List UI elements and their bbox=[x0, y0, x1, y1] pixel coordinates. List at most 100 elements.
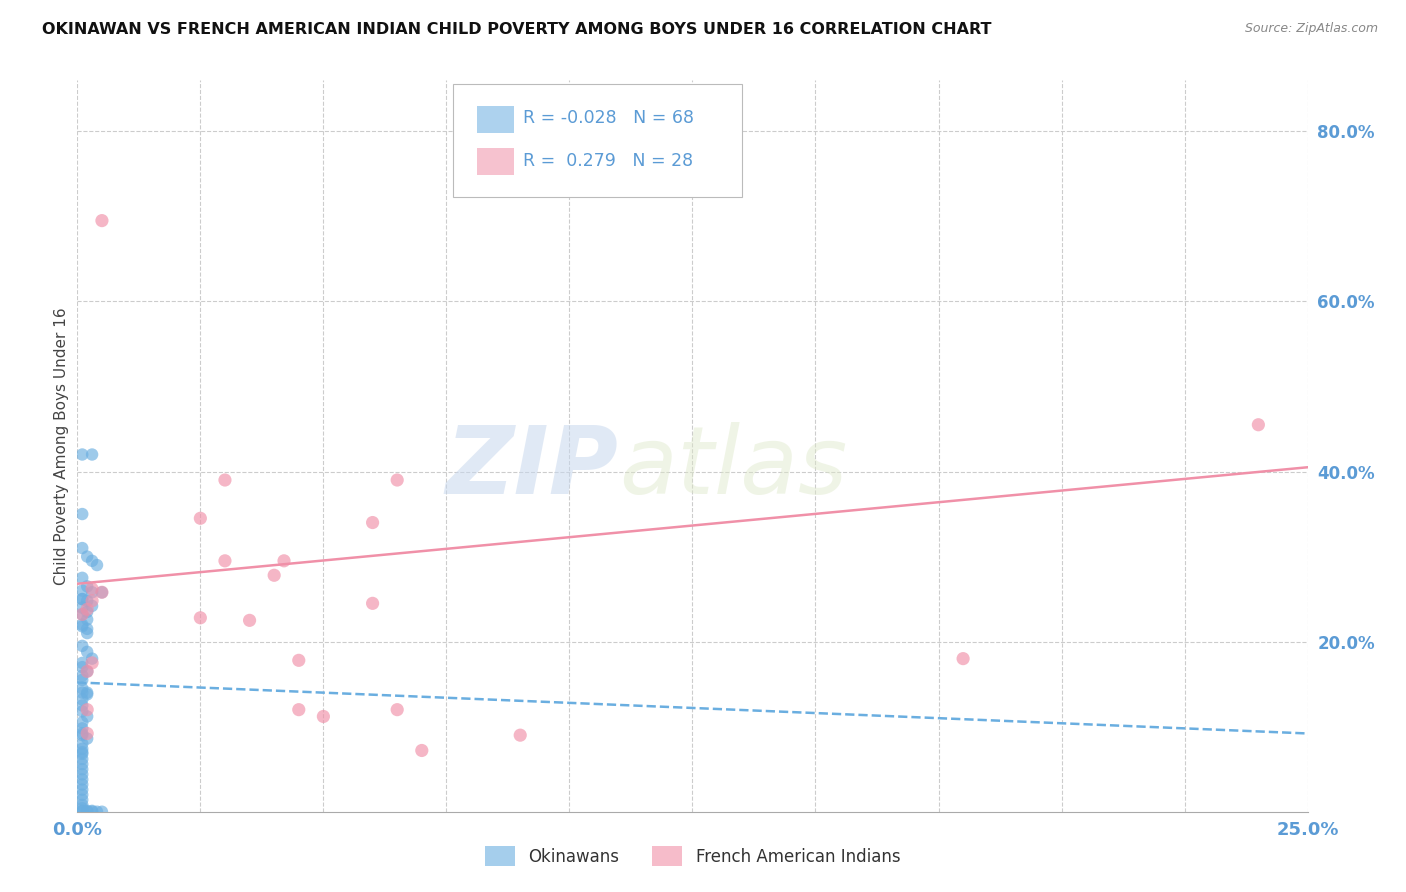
FancyBboxPatch shape bbox=[453, 84, 742, 197]
Text: ZIP: ZIP bbox=[446, 422, 619, 514]
Point bbox=[86, 805, 108, 819]
Point bbox=[239, 613, 262, 627]
Point bbox=[70, 726, 93, 740]
Point bbox=[387, 703, 409, 717]
Point bbox=[273, 554, 295, 568]
Point bbox=[76, 726, 98, 740]
Point bbox=[70, 737, 93, 751]
Point bbox=[82, 582, 104, 596]
Point bbox=[82, 554, 104, 568]
Point bbox=[76, 645, 98, 659]
Point bbox=[70, 805, 93, 819]
Point bbox=[70, 797, 93, 812]
Point bbox=[76, 594, 98, 608]
Point bbox=[76, 665, 98, 679]
Point bbox=[387, 473, 409, 487]
Point bbox=[70, 782, 93, 797]
Point bbox=[70, 639, 93, 653]
Point bbox=[76, 605, 98, 619]
Point bbox=[70, 660, 93, 674]
Point bbox=[70, 507, 93, 521]
Point bbox=[82, 804, 104, 818]
Point bbox=[76, 626, 98, 640]
Point bbox=[90, 585, 114, 599]
Point bbox=[70, 704, 93, 718]
Y-axis label: Child Poverty Among Boys Under 16: Child Poverty Among Boys Under 16 bbox=[53, 307, 69, 585]
Point bbox=[76, 579, 98, 593]
Point bbox=[82, 651, 104, 665]
Point bbox=[70, 686, 93, 700]
Point bbox=[509, 728, 531, 742]
Point bbox=[70, 722, 93, 736]
FancyBboxPatch shape bbox=[477, 106, 515, 133]
Text: R =  0.279   N = 28: R = 0.279 N = 28 bbox=[523, 153, 693, 170]
Point bbox=[70, 715, 93, 730]
Point bbox=[411, 743, 433, 757]
Point bbox=[70, 448, 93, 462]
Point bbox=[70, 571, 93, 585]
Point bbox=[70, 762, 93, 776]
Point bbox=[82, 656, 104, 670]
Point bbox=[70, 728, 93, 742]
Point bbox=[76, 613, 98, 627]
Point bbox=[76, 549, 98, 564]
Point bbox=[70, 541, 93, 555]
Point bbox=[76, 602, 98, 616]
Point bbox=[263, 568, 285, 582]
Point bbox=[70, 600, 93, 615]
Point bbox=[90, 585, 114, 599]
Point bbox=[70, 583, 93, 598]
Point bbox=[70, 673, 93, 687]
Point bbox=[312, 709, 335, 723]
FancyBboxPatch shape bbox=[477, 148, 515, 175]
Point bbox=[70, 772, 93, 787]
Point bbox=[288, 653, 311, 667]
Point bbox=[76, 686, 98, 700]
Point bbox=[70, 656, 93, 670]
Point bbox=[361, 596, 384, 610]
Point bbox=[76, 703, 98, 717]
Point bbox=[70, 767, 93, 781]
Point bbox=[90, 805, 114, 819]
Point bbox=[70, 692, 93, 706]
Point bbox=[952, 651, 974, 665]
Point bbox=[70, 698, 93, 713]
Point bbox=[70, 741, 93, 756]
Point bbox=[90, 213, 114, 227]
Point bbox=[82, 594, 104, 608]
Text: atlas: atlas bbox=[619, 423, 846, 514]
Text: Source: ZipAtlas.com: Source: ZipAtlas.com bbox=[1244, 22, 1378, 36]
Point bbox=[70, 745, 93, 759]
Point bbox=[190, 611, 212, 625]
Point bbox=[76, 805, 98, 819]
Point bbox=[76, 709, 98, 723]
Point bbox=[76, 665, 98, 679]
Point bbox=[86, 558, 108, 572]
Point bbox=[76, 622, 98, 636]
Point bbox=[76, 731, 98, 746]
Point bbox=[288, 703, 311, 717]
Point bbox=[82, 585, 104, 599]
Point bbox=[70, 619, 93, 633]
Point bbox=[70, 804, 93, 818]
Point bbox=[70, 793, 93, 807]
Point bbox=[70, 668, 93, 682]
Text: R = -0.028   N = 68: R = -0.028 N = 68 bbox=[523, 110, 693, 128]
Point bbox=[70, 617, 93, 632]
Point bbox=[70, 777, 93, 791]
Point bbox=[214, 554, 236, 568]
Point bbox=[76, 804, 98, 818]
Point bbox=[70, 788, 93, 802]
Point bbox=[70, 752, 93, 766]
Point bbox=[70, 747, 93, 761]
Point bbox=[190, 511, 212, 525]
Point bbox=[70, 681, 93, 696]
Point bbox=[82, 599, 104, 613]
Point bbox=[82, 805, 104, 819]
Point bbox=[1247, 417, 1270, 432]
Point bbox=[70, 801, 93, 815]
Point bbox=[82, 448, 104, 462]
Point bbox=[214, 473, 236, 487]
Point bbox=[70, 592, 93, 607]
Point bbox=[70, 757, 93, 772]
